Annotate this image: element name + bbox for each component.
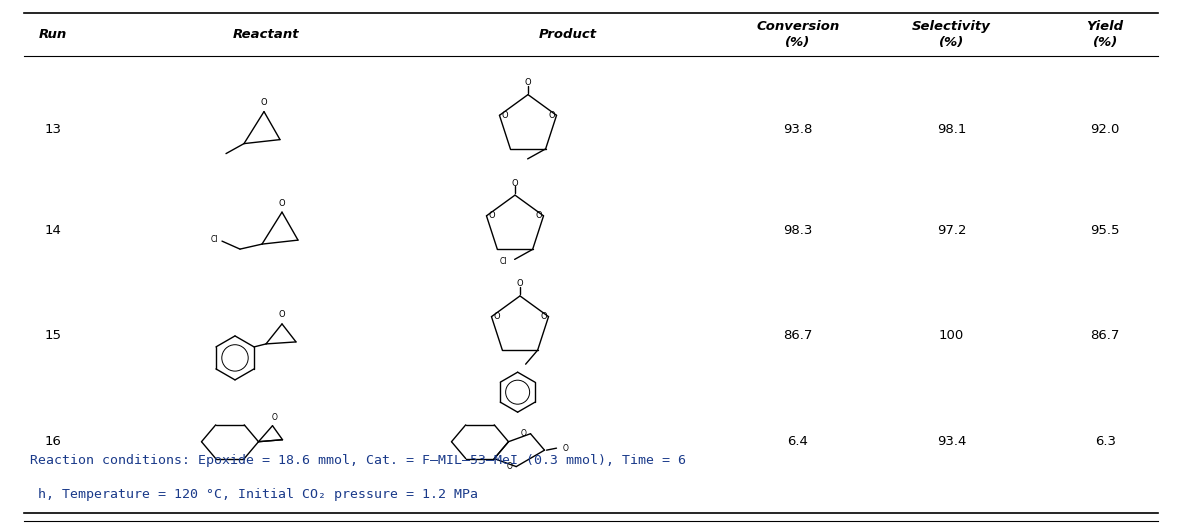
Text: 98.3: 98.3 [784, 224, 812, 236]
Text: O: O [517, 279, 524, 288]
Text: Conversion
(%): Conversion (%) [756, 20, 839, 49]
Text: 93.8: 93.8 [784, 123, 812, 136]
Text: 98.1: 98.1 [937, 123, 966, 136]
Text: O: O [563, 444, 569, 453]
Text: O: O [525, 78, 532, 87]
Text: O: O [548, 111, 554, 120]
Text: Selectivity
(%): Selectivity (%) [913, 20, 991, 49]
Text: 100: 100 [939, 330, 965, 342]
Text: Run: Run [39, 28, 67, 41]
Text: O: O [501, 111, 508, 120]
Text: Yield
(%): Yield (%) [1086, 20, 1124, 49]
Text: Reaction conditions: Epoxide = 18.6 mmol, Cat. = F–MIL–53–MeI (0.3 mmol), Time =: Reaction conditions: Epoxide = 18.6 mmol… [30, 454, 686, 467]
Text: O: O [506, 462, 512, 471]
Text: 93.4: 93.4 [937, 435, 966, 448]
Text: O: O [540, 312, 547, 321]
Text: 16: 16 [45, 435, 61, 448]
Text: O: O [272, 413, 278, 422]
Text: 6.3: 6.3 [1095, 435, 1116, 448]
Text: 6.4: 6.4 [787, 435, 808, 448]
Text: 95.5: 95.5 [1091, 224, 1119, 236]
Text: O: O [488, 212, 495, 221]
Text: h, Temperature = 120 °C, Initial CO₂ pressure = 1.2 MPa: h, Temperature = 120 °C, Initial CO₂ pre… [30, 488, 478, 501]
Text: 97.2: 97.2 [937, 224, 966, 236]
Text: 15: 15 [45, 330, 61, 342]
Text: 86.7: 86.7 [784, 330, 812, 342]
Text: O: O [261, 98, 267, 107]
Text: 86.7: 86.7 [1091, 330, 1119, 342]
Text: O: O [512, 179, 519, 188]
Text: Reactant: Reactant [233, 28, 299, 41]
Text: O: O [279, 311, 285, 320]
Text: Product: Product [538, 28, 597, 41]
Text: O: O [493, 312, 500, 321]
Text: 13: 13 [45, 123, 61, 136]
Text: O: O [520, 429, 526, 438]
Text: Cl: Cl [499, 257, 507, 266]
Text: O: O [279, 198, 285, 207]
Text: 14: 14 [45, 224, 61, 236]
Text: O: O [535, 212, 541, 221]
Text: 92.0: 92.0 [1091, 123, 1119, 136]
Text: Cl: Cl [210, 235, 217, 244]
